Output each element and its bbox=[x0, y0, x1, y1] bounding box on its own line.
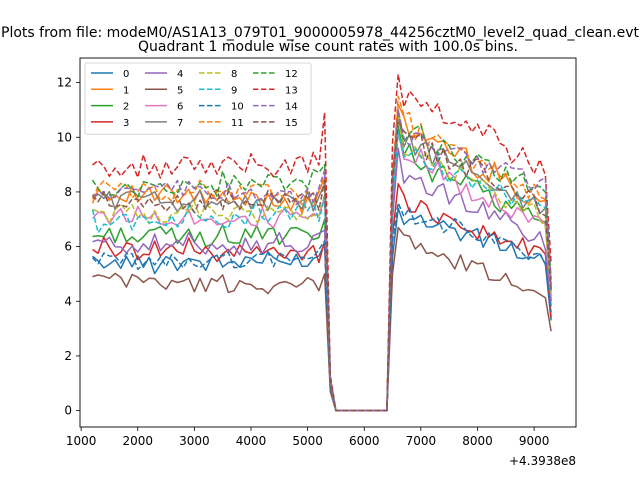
legend-label-13: 13 bbox=[285, 85, 298, 96]
plot-frame bbox=[79, 57, 577, 428]
legend-label-7: 7 bbox=[177, 118, 183, 129]
series-line-8 bbox=[92, 114, 552, 412]
series-line-4 bbox=[92, 147, 552, 412]
series-line-7 bbox=[92, 114, 552, 412]
series-layer bbox=[91, 73, 552, 412]
y-tick-label: 6 bbox=[64, 240, 72, 254]
x-tick-label: 8000 bbox=[462, 434, 493, 448]
legend-label-14: 14 bbox=[285, 102, 298, 113]
legend-label-4: 4 bbox=[177, 69, 183, 80]
x-tick-label: 7000 bbox=[406, 434, 437, 448]
series-line-14 bbox=[92, 109, 552, 412]
y-tick-label: 8 bbox=[64, 185, 72, 199]
legend-label-0: 0 bbox=[123, 69, 129, 80]
x-tick-label: 9000 bbox=[519, 434, 550, 448]
series-line-3 bbox=[92, 182, 552, 412]
series-line-10 bbox=[91, 202, 552, 412]
y-tick-label: 2 bbox=[64, 349, 72, 363]
series-line-1 bbox=[91, 103, 552, 412]
legend-label-10: 10 bbox=[231, 102, 244, 113]
y-tick-label: 12 bbox=[57, 76, 72, 90]
series-line-11 bbox=[91, 95, 552, 412]
series-line-15 bbox=[91, 120, 552, 412]
legend-label-11: 11 bbox=[231, 118, 244, 129]
legend-box bbox=[84, 62, 312, 135]
axis-layer: 1000 2000 3000 4000 5000 6000 7000 8000 9000 0 2 4 6… bbox=[57, 76, 550, 448]
x-tick-label: 6000 bbox=[349, 434, 380, 448]
x-tick-label: 1000 bbox=[66, 434, 97, 448]
series-line-9 bbox=[91, 131, 552, 412]
figure-suptitle: Plots from file: modeM0/AS1A13_079T01_90… bbox=[1, 25, 639, 41]
x-tick-label: 5000 bbox=[292, 434, 323, 448]
legend-label-5: 5 bbox=[177, 85, 183, 96]
x-tick-label: 2000 bbox=[122, 434, 153, 448]
y-tick-label: 4 bbox=[64, 294, 72, 308]
series-line-5 bbox=[92, 226, 552, 412]
series-line-13 bbox=[92, 73, 552, 412]
legend-label-12: 12 bbox=[285, 69, 298, 80]
legend-label-6: 6 bbox=[177, 102, 183, 113]
series-line-12 bbox=[91, 109, 552, 412]
legend-label-8: 8 bbox=[231, 69, 237, 80]
x-tick-label: 4000 bbox=[236, 434, 267, 448]
legend-label-9: 9 bbox=[231, 85, 237, 96]
x-tick-label: 3000 bbox=[179, 434, 210, 448]
y-tick-label: 10 bbox=[57, 130, 72, 144]
x-axis-offset-label: +4.3938e8 bbox=[509, 454, 576, 468]
y-tick-label: 0 bbox=[64, 404, 72, 418]
legend-label-1: 1 bbox=[123, 85, 129, 96]
legend-label-15: 15 bbox=[285, 118, 298, 129]
legend-label-2: 2 bbox=[123, 102, 129, 113]
chart-title: Quadrant 1 module wise count rates with … bbox=[138, 39, 518, 55]
legend-label-3: 3 bbox=[123, 118, 129, 129]
